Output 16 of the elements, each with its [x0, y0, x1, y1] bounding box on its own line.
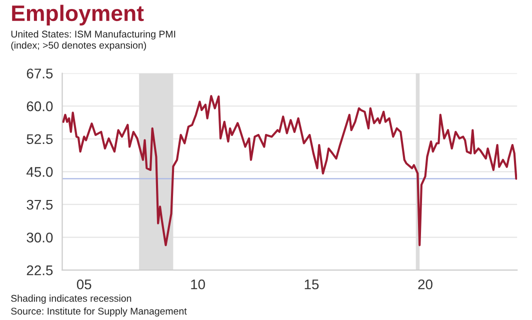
y-tick-label: 52.5 [26, 134, 53, 144]
y-tick-label: 30.0 [26, 232, 53, 242]
x-tick-label: 20 [418, 279, 432, 290]
y-tick-label: 60.0 [26, 101, 53, 112]
chart-title: Employment [12, 4, 144, 26]
text: Shading indicates recession [11, 294, 132, 304]
y-tick-label: 37.5 [26, 200, 53, 210]
y-tick-label: 67.5 [26, 68, 53, 78]
source-note: Source: Institute for Supply Management [11, 307, 187, 317]
chart-subtitle: United States: ISM Manufacturing PMI (index; >50 denotes expansion) [11, 30, 176, 51]
x-tick-label: 15 [304, 280, 319, 290]
y-tick-label: 22.5 [26, 265, 53, 276]
x-tick-label: 05 [76, 279, 92, 290]
x-tick-label: 10 [191, 279, 205, 290]
line-series [62, 94, 518, 246]
y-tick-label: 45.0 [26, 167, 53, 177]
